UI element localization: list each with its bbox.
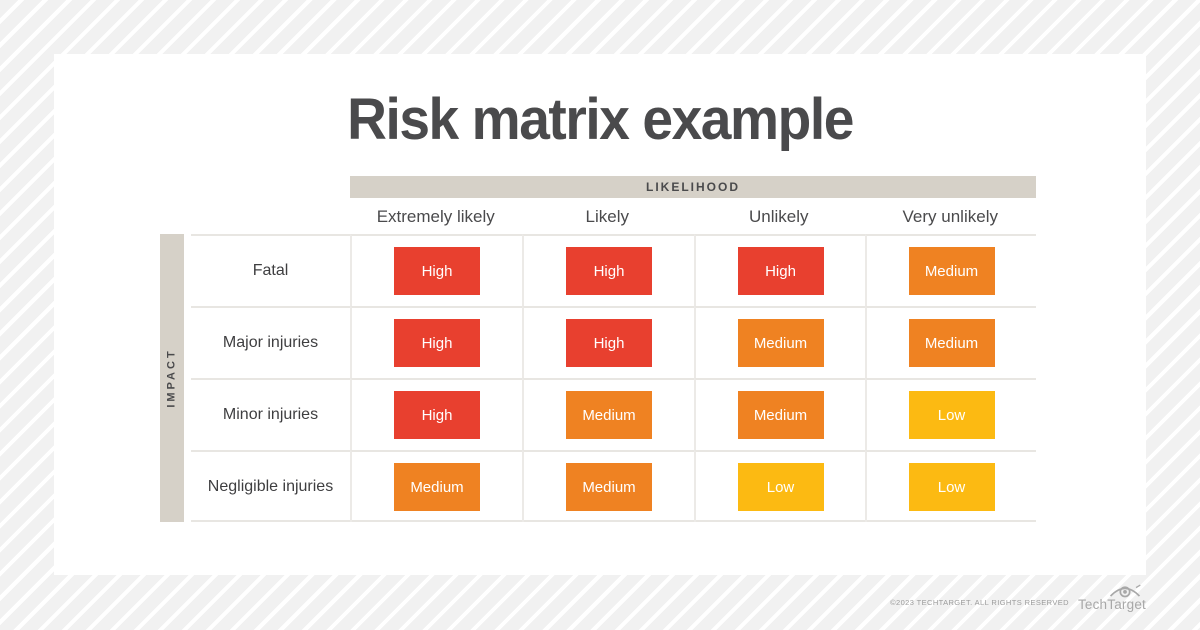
risk-badge: Medium xyxy=(908,319,995,367)
risk-badge: High xyxy=(566,319,652,367)
matrix-cell: Low xyxy=(865,450,1036,522)
risk-badge: High xyxy=(394,391,480,439)
matrix-cell: Low xyxy=(694,450,865,522)
risk-badge: High xyxy=(566,247,652,295)
column-headers: Extremely likely Likely Unlikely Very un… xyxy=(350,203,1036,231)
matrix-cell: Low xyxy=(865,378,1036,450)
page-title: Risk matrix example xyxy=(347,87,854,152)
impact-axis-band: IMPACT xyxy=(160,234,184,522)
matrix-cell: High xyxy=(522,306,694,378)
matrix-cell: High xyxy=(350,234,522,306)
risk-badge: Low xyxy=(737,463,824,511)
impact-axis-label: IMPACT xyxy=(166,348,179,408)
column-header-extremely-likely: Extremely likely xyxy=(376,207,495,226)
risk-badge: Low xyxy=(908,391,995,439)
risk-badge: Low xyxy=(908,463,995,511)
matrix-cell: High xyxy=(350,306,522,378)
risk-badge: Medium xyxy=(737,319,824,367)
risk-badge: Medium xyxy=(908,247,995,295)
row-label-major-injuries: Major injuries xyxy=(191,306,350,378)
matrix-cell: High xyxy=(522,234,694,306)
matrix-cell: Medium xyxy=(694,378,865,450)
copyright-text: ©2023 TECHTARGET. ALL RIGHTS RESERVED xyxy=(890,598,1069,607)
matrix-cell: Medium xyxy=(865,234,1036,306)
risk-badge: Medium xyxy=(394,463,480,511)
column-header-unlikely: Unlikely xyxy=(748,207,809,226)
matrix-cell: High xyxy=(694,234,865,306)
risk-badge: High xyxy=(394,319,480,367)
matrix-cell: Medium xyxy=(522,450,694,522)
matrix-cell: Medium xyxy=(350,450,522,522)
column-header-likely: Likely xyxy=(585,207,629,226)
row-label-negligible-injuries: Negligible injuries xyxy=(191,450,350,522)
techtarget-logo-text: TechTarget xyxy=(1077,597,1146,612)
risk-badge: Medium xyxy=(566,391,652,439)
risk-badge: High xyxy=(737,247,824,295)
row-label-fatal: Fatal xyxy=(191,234,350,306)
techtarget-logo: TechTarget xyxy=(1078,583,1146,612)
matrix-cell: Medium xyxy=(522,378,694,450)
row-label-minor-injuries: Minor injuries xyxy=(191,378,350,450)
matrix-cell: Medium xyxy=(694,306,865,378)
matrix-cell: High xyxy=(350,378,522,450)
matrix-cell: Medium xyxy=(865,306,1036,378)
eye-icon xyxy=(1109,584,1141,598)
likelihood-axis-band: LIKELIHOOD xyxy=(350,176,1036,198)
risk-badge: High xyxy=(394,247,480,295)
risk-badge: Medium xyxy=(737,391,824,439)
column-header-very-unlikely: Very unlikely xyxy=(902,207,998,226)
footer: ©2023 TECHTARGET. ALL RIGHTS RESERVED Te… xyxy=(890,583,1146,612)
risk-matrix-grid: Fatal High High High Medium Major injuri… xyxy=(191,234,1036,522)
risk-badge: Medium xyxy=(566,463,652,511)
